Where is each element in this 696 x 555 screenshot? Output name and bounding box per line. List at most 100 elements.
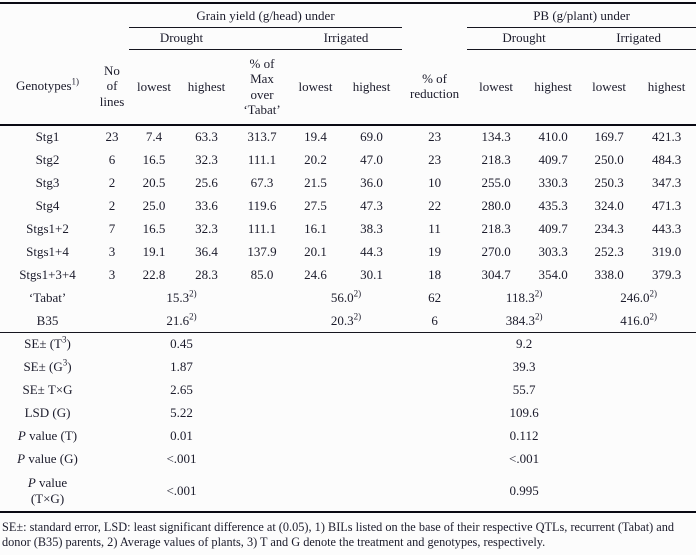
cell: 319.0 bbox=[651, 243, 682, 259]
row-label: Stgs1+3+4 bbox=[19, 266, 76, 282]
cell bbox=[402, 470, 467, 512]
cell: 32.3 bbox=[195, 151, 218, 167]
cell bbox=[95, 447, 129, 470]
cell: 5.22 bbox=[170, 404, 193, 420]
stat-label-close: ) bbox=[66, 336, 71, 352]
cell bbox=[290, 401, 341, 424]
cell: 255.0 bbox=[481, 174, 511, 190]
cell: 435.3 bbox=[538, 197, 568, 213]
footnote-marker: 2) bbox=[534, 288, 543, 299]
cell bbox=[95, 401, 129, 424]
cell bbox=[637, 424, 696, 447]
stat-label-line2: (T×G) bbox=[30, 490, 65, 506]
pct-reduction-column-header: % of reduction bbox=[402, 3, 468, 126]
cell bbox=[341, 470, 402, 512]
cell bbox=[290, 424, 341, 447]
stat-row: SE± (G3) 1.87 39.3 bbox=[0, 355, 696, 378]
cell: 2.65 bbox=[170, 381, 193, 397]
col-header-pb-drought-highest: highest bbox=[534, 79, 572, 95]
cell: 416.02) bbox=[581, 309, 696, 332]
cell bbox=[290, 470, 341, 512]
cell: 24.6 bbox=[304, 266, 327, 282]
cell: 32.3 bbox=[195, 220, 218, 236]
header-row-spanners: Genotypes1) No of lines Grain yield (g/h… bbox=[0, 3, 696, 126]
stat-row: P value (T) 0.01 0.112 bbox=[0, 424, 696, 447]
stat-row: P value (G) <.001 <.001 bbox=[0, 447, 696, 470]
cell: <.001 bbox=[166, 482, 197, 498]
cell: 67.3 bbox=[250, 174, 274, 190]
cell: 303.3 bbox=[538, 243, 568, 259]
stat-label: SE± T×G bbox=[0, 378, 95, 401]
cell: 47.3 bbox=[360, 197, 383, 213]
cell: 36.0 bbox=[360, 174, 383, 190]
stat-label-text: value bbox=[35, 475, 68, 491]
cell bbox=[637, 401, 696, 424]
row-label: ‘Tabat’ bbox=[28, 289, 67, 305]
col-header-pb-irrigated-highest: highest bbox=[647, 79, 686, 95]
cell: 6 bbox=[431, 312, 438, 328]
col-header-pct-max: % of Max over ‘Tabat’ bbox=[243, 56, 281, 118]
cell bbox=[402, 424, 467, 447]
stat-label-italic: P bbox=[17, 450, 26, 466]
cell: <.001 bbox=[509, 450, 540, 466]
cell: 2 bbox=[108, 174, 116, 190]
cell bbox=[637, 378, 696, 401]
pb-irrigated-spanner: Irrigated bbox=[581, 27, 696, 50]
cell: 56.02) bbox=[290, 286, 402, 309]
cell bbox=[402, 378, 467, 401]
cell: 0.01 bbox=[170, 427, 193, 443]
footnote-marker: 2) bbox=[189, 288, 197, 299]
cell bbox=[95, 332, 129, 355]
cell: 16.5 bbox=[142, 151, 166, 167]
footnote-marker: 2) bbox=[649, 288, 657, 299]
value: 15.3 bbox=[166, 289, 190, 305]
header-row-conditions: Drought Irrigated Drought Irrigated bbox=[0, 27, 696, 50]
table-row: Stg2 6 16.5 32.3 111.1 20.2 47.0 23 218.… bbox=[0, 148, 696, 171]
cell: 443.3 bbox=[651, 220, 682, 236]
cell: 30.1 bbox=[360, 266, 383, 282]
cell: 246.02) bbox=[581, 286, 696, 309]
cell: 421.3 bbox=[651, 129, 682, 145]
cell: 6 bbox=[108, 151, 116, 167]
pb-spanner: PB (g/plant) under bbox=[467, 3, 696, 28]
cell: 169.7 bbox=[594, 129, 624, 145]
cell: 19.4 bbox=[304, 129, 327, 145]
stat-label-text: value (G) bbox=[25, 450, 78, 466]
cell: 22 bbox=[428, 197, 442, 213]
cell bbox=[95, 424, 129, 447]
cell: 234.3 bbox=[594, 220, 624, 236]
stat-label-italic: P bbox=[17, 427, 26, 443]
cell: 11 bbox=[428, 220, 441, 236]
cell: 21.5 bbox=[304, 174, 327, 190]
cell bbox=[290, 378, 341, 401]
gy-drought-spanner: Drought bbox=[129, 27, 234, 50]
genotypes-column-header: Genotypes1) bbox=[0, 3, 95, 126]
stat-sup: 3 bbox=[61, 334, 67, 345]
stat-label-text: SE± (T bbox=[24, 336, 62, 352]
cell bbox=[95, 378, 129, 401]
value: 20.3 bbox=[330, 312, 354, 328]
stat-label-italic: P bbox=[27, 475, 36, 491]
cell: 270.0 bbox=[481, 243, 511, 259]
row-label: B35 bbox=[36, 312, 59, 328]
stat-row: P value (T×G) <.001 0.995 bbox=[0, 470, 696, 512]
col-header-pb-irrigated-lowest: lowest bbox=[592, 79, 627, 95]
cell: 18 bbox=[428, 266, 442, 282]
cell: 63.3 bbox=[195, 129, 218, 145]
pb-drought-spanner: Drought bbox=[467, 27, 582, 50]
cell: 20.32) bbox=[290, 309, 402, 332]
cell: 250.3 bbox=[594, 174, 624, 190]
stat-label-text: LSD (G) bbox=[24, 404, 71, 420]
cell bbox=[637, 332, 696, 355]
cell: 25.0 bbox=[142, 197, 166, 213]
cell: 137.9 bbox=[247, 243, 277, 259]
cell: <.001 bbox=[166, 450, 197, 466]
cell bbox=[234, 378, 290, 401]
cell: 7.4 bbox=[145, 129, 163, 145]
cell: 280.0 bbox=[481, 197, 511, 213]
stat-label-text: SE± T×G bbox=[22, 381, 73, 397]
cell: 304.7 bbox=[481, 266, 511, 282]
cell: 47.0 bbox=[360, 151, 383, 167]
gy-irrigated-spanner: Irrigated bbox=[290, 27, 403, 50]
cell bbox=[581, 355, 637, 378]
